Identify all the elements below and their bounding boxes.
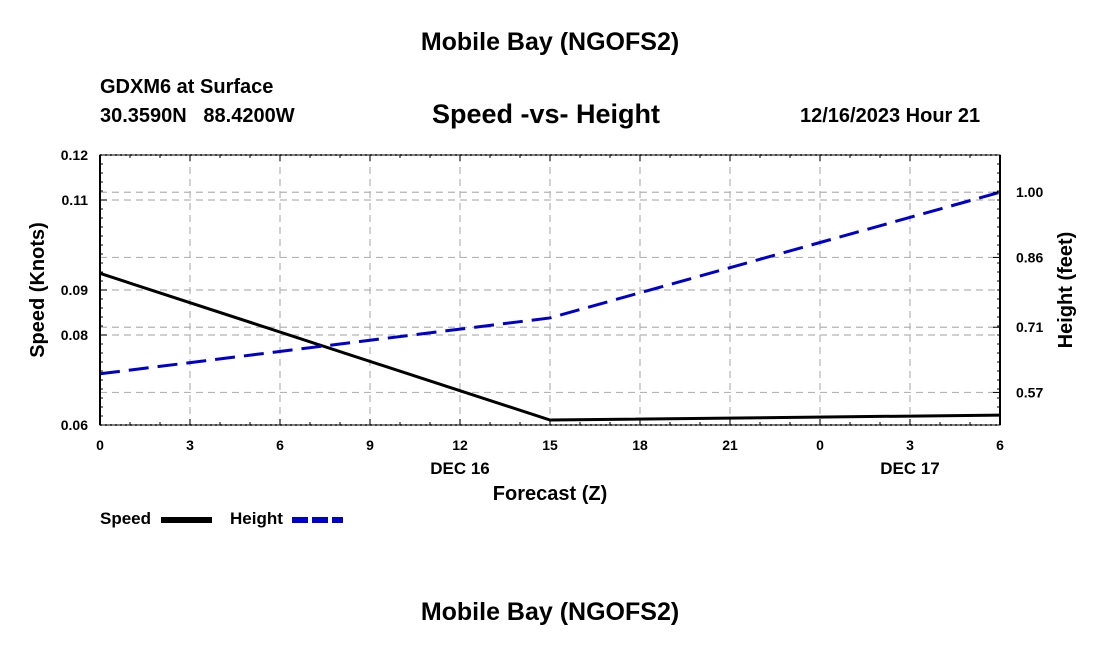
y-left-tick-label: 0.08 xyxy=(61,327,88,343)
coordinates-label: 30.3590N 88.4200W xyxy=(100,105,295,127)
date-label: DEC 17 xyxy=(880,459,940,478)
y-left-tick-label: 0.11 xyxy=(62,192,89,208)
chart-title: Speed -vs- Height xyxy=(432,99,661,129)
y-left-tick-label: 0.06 xyxy=(61,417,88,433)
legend-speed-label: Speed xyxy=(100,509,152,528)
bottom-title: Mobile Bay (NGOFS2) xyxy=(420,598,680,626)
grid-layer xyxy=(100,155,1000,425)
axis-layer xyxy=(99,154,1001,426)
station-label: GDXM6 at Surface xyxy=(100,76,274,98)
x-tick-label: 21 xyxy=(722,437,738,453)
x-tick-label: 3 xyxy=(186,437,194,453)
y-left-tick-label: 0.12 xyxy=(61,147,88,163)
label-layer: 0 3 6 9 12 15 18 21 0 3 6 DEC 16 DEC 17 Forecast (Z) 0… xyxy=(27,147,1077,505)
x-tick-label: 0 xyxy=(96,437,104,453)
y-right-tick-label: 0.86 xyxy=(1016,249,1043,265)
x-tick-label: 18 xyxy=(632,437,648,453)
y-right-tick-label: 0.57 xyxy=(1016,384,1043,400)
y-right-tick-label: 1.00 xyxy=(1016,184,1043,200)
y-left-tick-label: 0.09 xyxy=(61,282,88,298)
x-tick-label: 3 xyxy=(906,437,914,453)
x-tick-label: 6 xyxy=(276,437,284,453)
x-tick-label: 0 xyxy=(816,437,824,453)
y-right-axis-label: Height (feet) xyxy=(1055,232,1077,349)
x-tick-label: 6 xyxy=(996,437,1004,453)
x-tick-label: 9 xyxy=(366,437,374,453)
y-left-axis-label: Speed (Knots) xyxy=(27,222,49,358)
series-line-height xyxy=(99,190,1001,376)
date-label: DEC 16 xyxy=(430,459,490,478)
x-tick-label: 15 xyxy=(542,437,558,453)
legend-height-label: Height xyxy=(230,509,283,528)
forecast-datetime: 12/16/2023 Hour 21 xyxy=(800,105,981,127)
y-right-tick-label: 0.71 xyxy=(1016,319,1043,335)
page-title: Mobile Bay (NGOFS2) xyxy=(420,28,680,56)
x-tick-label: 12 xyxy=(452,437,468,453)
x-axis-label: Forecast (Z) xyxy=(493,483,607,505)
